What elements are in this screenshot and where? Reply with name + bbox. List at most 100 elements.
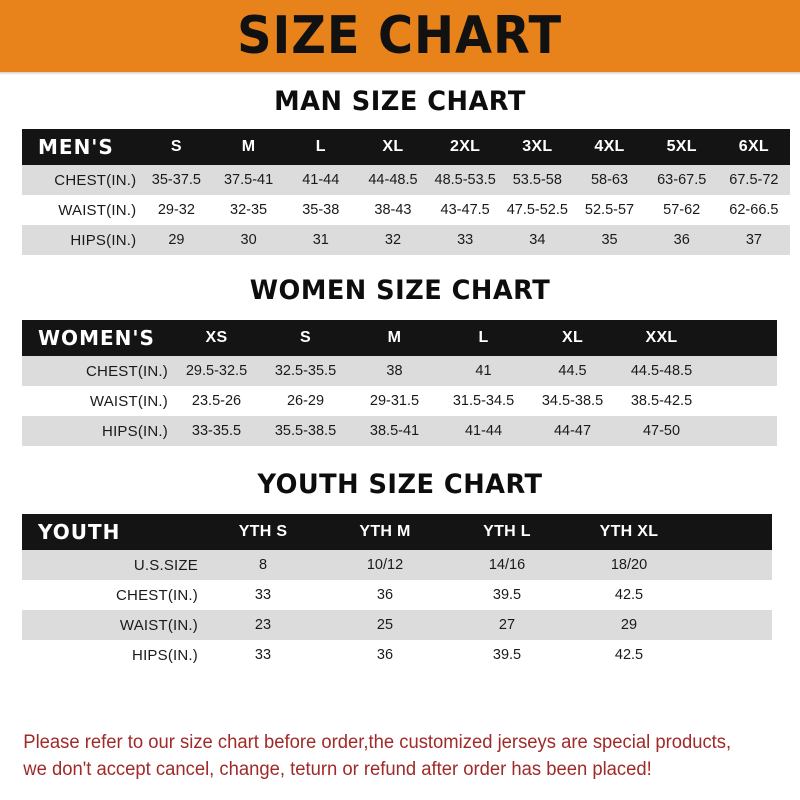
women-waist-xl: 34.5-38.5 xyxy=(528,386,617,416)
youth-col-header-l: YTH L xyxy=(483,523,531,540)
youth-ussize-pad xyxy=(690,550,772,580)
women-waist-s: 26-29 xyxy=(261,386,350,416)
man-chest-m: 37.5-41 xyxy=(212,165,285,195)
man-waist-xl: 38-43 xyxy=(356,195,430,225)
youth-hips-l: 39.5 xyxy=(446,640,568,670)
youth-table-head: YOUTH YTH S YTH M YTH L YTH XL xyxy=(22,514,772,550)
youth-waist-xl: 29 xyxy=(568,610,690,640)
page-title: SIZE CHART xyxy=(237,6,563,66)
youth-waist-m: 25 xyxy=(324,610,446,640)
youth-waist-pad xyxy=(690,610,772,640)
man-chest-l: 41-44 xyxy=(284,165,357,195)
women-size-table: WOMEN'S XS S M L XL XXL CHEST(IN.) 29.5-… xyxy=(22,320,777,446)
women-chest-l: 41 xyxy=(439,356,528,386)
women-chest-xxl: 44.5-48.5 xyxy=(617,356,706,386)
table-row: CHEST(IN.) 29.5-32.5 32.5-35.5 38 41 44.… xyxy=(22,356,777,386)
youth-ussize-s: 8 xyxy=(202,550,324,580)
page-banner: SIZE CHART xyxy=(0,0,800,75)
man-waist-m: 32-35 xyxy=(212,195,285,225)
youth-chest-xl: 42.5 xyxy=(568,580,690,610)
women-hips-xxl: 47-50 xyxy=(617,416,706,446)
man-hips-l: 31 xyxy=(284,225,357,255)
women-col-header-xs: XS xyxy=(205,329,228,346)
man-header-row: MEN'S S M L XL 2XL 3XL 4XL 5XL 6XL xyxy=(22,129,790,165)
youth-hips-m: 36 xyxy=(324,640,446,670)
women-col-header-l: L xyxy=(478,329,489,346)
youth-row-label-waist: WAIST(IN.) xyxy=(22,610,202,640)
man-chest-4xl: 58-63 xyxy=(573,165,646,195)
man-row-label-chest: CHEST(IN.) xyxy=(22,165,141,195)
man-waist-3xl: 47.5-52.5 xyxy=(501,195,574,225)
man-chest-3xl: 53.5-58 xyxy=(501,165,574,195)
youth-header-filler xyxy=(690,514,772,550)
youth-hips-pad xyxy=(690,640,772,670)
youth-size-section: YOUTH SIZE CHART YOUTH YTH S YTH M YTH L… xyxy=(0,469,800,670)
table-row: HIPS(IN.) 33-35.5 35.5-38.5 38.5-41 41-4… xyxy=(22,416,777,446)
women-table-body: CHEST(IN.) 29.5-32.5 32.5-35.5 38 41 44.… xyxy=(22,356,777,446)
man-row-label-waist: WAIST(IN.) xyxy=(22,195,141,225)
man-hips-6xl: 37 xyxy=(717,225,790,255)
man-row-label-hips: HIPS(IN.) xyxy=(22,225,141,255)
man-col-header-s: S xyxy=(170,138,182,155)
man-table-body: CHEST(IN.) 35-37.5 37.5-41 41-44 44-48.5… xyxy=(22,165,790,255)
table-row: WAIST(IN.) 23 25 27 29 xyxy=(22,610,772,640)
man-waist-6xl: 62-66.5 xyxy=(717,195,790,225)
youth-chest-l: 39.5 xyxy=(446,580,568,610)
youth-hips-s: 33 xyxy=(202,640,324,670)
table-row: HIPS(IN.) 33 36 39.5 42.5 xyxy=(22,640,772,670)
youth-waist-l: 27 xyxy=(446,610,568,640)
youth-size-table: YOUTH YTH S YTH M YTH L YTH XL U.S.SIZE … xyxy=(22,514,772,670)
table-row: CHEST(IN.) 35-37.5 37.5-41 41-44 44-48.5… xyxy=(22,165,790,195)
man-col-header-3xl: 3XL xyxy=(522,138,553,155)
youth-row-label-hips: HIPS(IN.) xyxy=(22,640,202,670)
man-col-header-4xl: 4XL xyxy=(594,138,625,155)
man-size-section: MAN SIZE CHART MEN'S S M L XL 2XL 3XL 4X… xyxy=(0,86,800,255)
man-chest-5xl: 63-67.5 xyxy=(645,165,718,195)
man-hips-xl: 32 xyxy=(356,225,430,255)
table-row: HIPS(IN.) 29 30 31 32 33 34 35 36 37 xyxy=(22,225,790,255)
man-chest-xl: 44-48.5 xyxy=(356,165,430,195)
table-row: CHEST(IN.) 33 36 39.5 42.5 xyxy=(22,580,772,610)
women-chest-m: 38 xyxy=(350,356,439,386)
women-hips-l: 41-44 xyxy=(439,416,528,446)
footer-line-1: Please refer to our size chart before or… xyxy=(23,731,732,753)
youth-row-label-chest: CHEST(IN.) xyxy=(22,580,202,610)
youth-chest-s: 33 xyxy=(202,580,324,610)
table-row: WAIST(IN.) 29-32 32-35 35-38 38-43 43-47… xyxy=(22,195,790,225)
man-col-header-2xl: 2XL xyxy=(450,138,481,155)
man-waist-2xl: 43-47.5 xyxy=(429,195,502,225)
man-col-header-6xl: 6XL xyxy=(738,138,770,155)
women-waist-pad xyxy=(706,386,777,416)
women-chest-pad xyxy=(706,356,777,386)
youth-chest-pad xyxy=(690,580,772,610)
women-section-title: WOMEN SIZE CHART xyxy=(249,275,551,306)
youth-header-row: YOUTH YTH S YTH M YTH L YTH XL xyxy=(22,514,772,550)
man-hips-4xl: 35 xyxy=(573,225,646,255)
women-header-label: WOMEN'S xyxy=(38,326,155,350)
table-row: U.S.SIZE 8 10/12 14/16 18/20 xyxy=(22,550,772,580)
youth-chest-m: 36 xyxy=(324,580,446,610)
table-row: WAIST(IN.) 23.5-26 26-29 29-31.5 31.5-34… xyxy=(22,386,777,416)
man-col-header-m: M xyxy=(241,138,256,155)
women-col-header-xl: XL xyxy=(561,329,584,346)
youth-ussize-m: 10/12 xyxy=(324,550,446,580)
man-waist-4xl: 52.5-57 xyxy=(573,195,646,225)
man-chest-6xl: 67.5-72 xyxy=(717,165,790,195)
youth-col-header-m: YTH M xyxy=(359,523,411,540)
women-hips-pad xyxy=(706,416,777,446)
women-row-label-hips: HIPS(IN.) xyxy=(22,416,172,446)
women-col-header-m: M xyxy=(387,329,402,346)
youth-ussize-l: 14/16 xyxy=(446,550,568,580)
women-waist-xs: 23.5-26 xyxy=(172,386,261,416)
women-hips-xs: 33-35.5 xyxy=(172,416,261,446)
man-col-header-xl: XL xyxy=(382,138,404,155)
women-table-head: WOMEN'S XS S M L XL XXL xyxy=(22,320,777,356)
man-section-title: MAN SIZE CHART xyxy=(274,86,526,117)
women-waist-m: 29-31.5 xyxy=(350,386,439,416)
women-waist-l: 31.5-34.5 xyxy=(439,386,528,416)
women-hips-s: 35.5-38.5 xyxy=(261,416,350,446)
man-hips-3xl: 34 xyxy=(501,225,574,255)
women-waist-xxl: 38.5-42.5 xyxy=(617,386,706,416)
man-header-label: MEN'S xyxy=(38,135,114,159)
youth-section-title: YOUTH SIZE CHART xyxy=(257,469,543,500)
